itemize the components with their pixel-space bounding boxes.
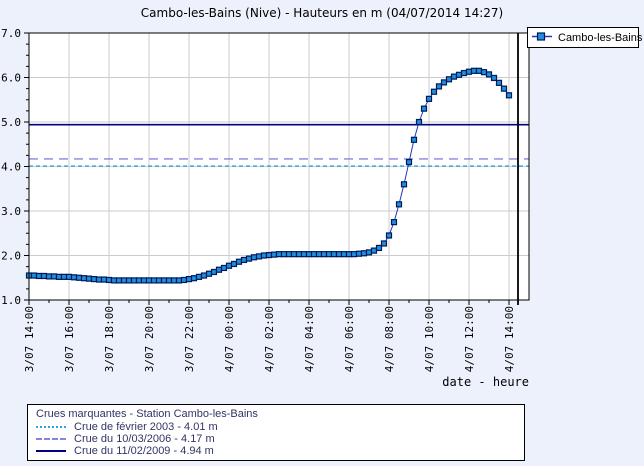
- series-legend: Cambo-les-Bains: [527, 27, 643, 48]
- legend-row-label: Crue du 10/03/2006 - 4.17 m: [74, 433, 215, 445]
- svg-text:3/07 16:00: 3/07 16:00: [63, 306, 76, 372]
- svg-text:4/07 12:00: 4/07 12:00: [463, 306, 476, 372]
- svg-text:5.0: 5.0: [1, 116, 21, 129]
- chart-canvas: 1.0 2.0 3.0 4.0 5.0 6.0 7.0 3/07 14:00 3/07 16:0…: [1, 27, 530, 389]
- reference-lines: [29, 123, 529, 167]
- series-marker-swatch-icon: [532, 29, 552, 47]
- legend-row-2003: Crue de février 2003 - 4.01 m: [36, 421, 516, 433]
- svg-text:4/07 00:00: 4/07 00:00: [223, 306, 236, 372]
- x-axis-title: date - heure: [442, 375, 529, 389]
- svg-text:4.0: 4.0: [1, 161, 21, 174]
- svg-text:3/07 22:00: 3/07 22:00: [183, 306, 196, 372]
- svg-text:3.0: 3.0: [1, 205, 21, 218]
- svg-text:4/07 10:00: 4/07 10:00: [423, 306, 436, 372]
- legend-row-2006: Crue du 10/03/2006 - 4.17 m: [36, 433, 516, 445]
- plot-border: [28, 32, 530, 301]
- svg-text:4/07 08:00: 4/07 08:00: [383, 306, 396, 372]
- flood-reference-legend: Crues marquantes - Station Cambo-les-Bai…: [27, 404, 525, 461]
- svg-text:4/07 14:00: 4/07 14:00: [503, 306, 516, 372]
- flood-legend-title: Crues marquantes - Station Cambo-les-Bai…: [36, 408, 258, 420]
- svg-text:3/07 18:00: 3/07 18:00: [103, 306, 116, 372]
- y-axis-labels: 1.0 2.0 3.0 4.0 5.0 6.0 7.0: [1, 27, 21, 307]
- svg-text:4/07 02:00: 4/07 02:00: [263, 306, 276, 372]
- legend-row-label: Crue de février 2003 - 4.01 m: [74, 421, 218, 433]
- solid-line-swatch-icon: [36, 450, 66, 452]
- series-legend-label: Cambo-les-Bains: [558, 31, 643, 44]
- dotted-line-swatch-icon: [36, 426, 66, 428]
- svg-text:3/07 20:00: 3/07 20:00: [143, 306, 156, 372]
- x-axis-labels: 3/07 14:00 3/07 16:00 3/07 18:00 3/07 20:00…: [23, 306, 516, 372]
- legend-row-2009: Crue du 11/02/2009 - 4.94 m: [36, 445, 516, 457]
- legend-row-label: Crue du 11/02/2009 - 4.94 m: [74, 445, 214, 457]
- svg-text:4/07 06:00: 4/07 06:00: [343, 306, 356, 372]
- axis-ticks: [24, 32, 510, 305]
- svg-text:2.0: 2.0: [1, 250, 21, 263]
- svg-text:3/07 14:00: 3/07 14:00: [23, 306, 36, 372]
- svg-text:6.0: 6.0: [1, 72, 21, 85]
- svg-text:1.0: 1.0: [1, 294, 21, 307]
- svg-text:7.0: 7.0: [1, 27, 21, 40]
- chart-title: Cambo-les-Bains (Nive) - Hauteurs en m (…: [140, 6, 504, 20]
- svg-text:4/07 04:00: 4/07 04:00: [303, 306, 316, 372]
- dashed-line-swatch-icon: [36, 438, 66, 440]
